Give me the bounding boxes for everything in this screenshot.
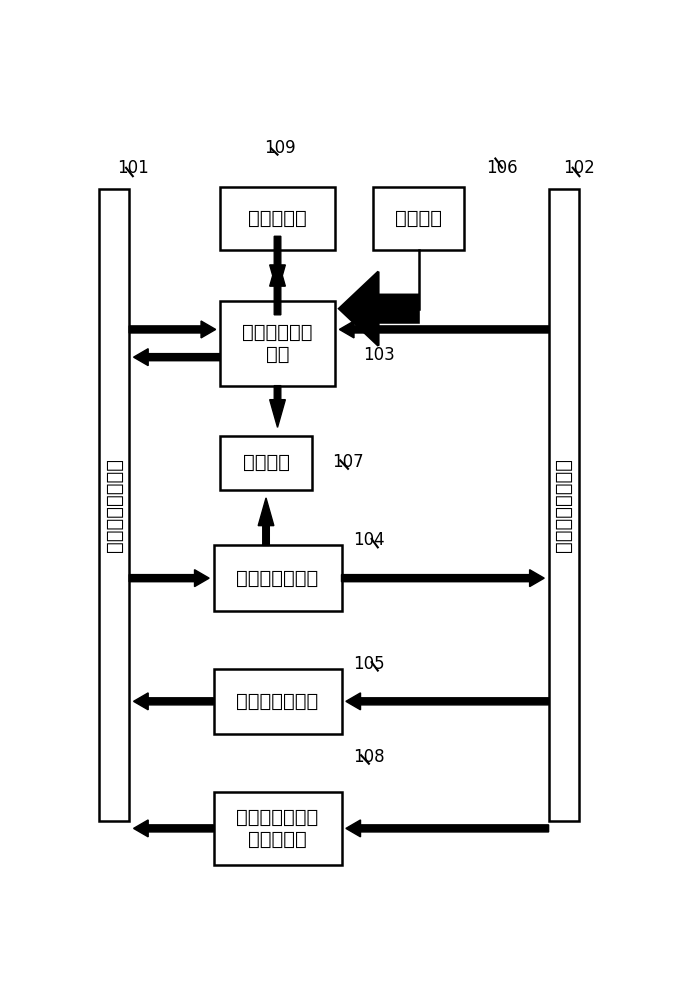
FancyArrow shape xyxy=(270,386,285,427)
Text: 106: 106 xyxy=(487,159,518,177)
Bar xyxy=(214,545,342,611)
FancyArrow shape xyxy=(346,820,549,837)
Text: 104: 104 xyxy=(353,531,385,549)
FancyArrow shape xyxy=(270,258,285,315)
FancyArrow shape xyxy=(129,570,209,587)
FancyArrow shape xyxy=(340,321,549,338)
Text: 107: 107 xyxy=(332,453,364,471)
Text: 103: 103 xyxy=(363,346,395,364)
FancyArrow shape xyxy=(342,570,544,587)
Bar xyxy=(373,187,464,250)
Text: 108: 108 xyxy=(353,748,385,766)
Bar xyxy=(220,301,335,386)
Text: 输入信号处理模块: 输入信号处理模块 xyxy=(104,458,123,552)
FancyArrow shape xyxy=(129,321,216,338)
Polygon shape xyxy=(339,272,419,346)
Text: 电池管理系统
模型: 电池管理系统 模型 xyxy=(242,323,313,364)
FancyArrow shape xyxy=(133,693,214,710)
FancyArrow shape xyxy=(258,498,274,545)
FancyArrow shape xyxy=(346,693,549,710)
Text: 其他传感器以及
执行器模块: 其他传感器以及 执行器模块 xyxy=(237,808,319,849)
Bar xyxy=(220,187,335,250)
Text: 102: 102 xyxy=(563,159,595,177)
FancyArrow shape xyxy=(270,236,285,293)
Bar xyxy=(549,189,579,821)
Text: 101: 101 xyxy=(117,159,149,177)
Bar xyxy=(214,669,342,734)
Bar xyxy=(99,189,129,821)
Bar xyxy=(220,436,312,490)
Text: 控制面板: 控制面板 xyxy=(395,209,442,228)
FancyArrow shape xyxy=(133,349,220,366)
Text: 电机控制器模型: 电机控制器模型 xyxy=(237,692,319,711)
Text: 比较模块: 比较模块 xyxy=(243,453,290,472)
Text: 输出信号处理模块: 输出信号处理模块 xyxy=(554,458,574,552)
FancyArrow shape xyxy=(133,820,214,837)
Bar xyxy=(214,792,342,865)
Text: 109: 109 xyxy=(264,139,296,157)
Text: 电池组模型: 电池组模型 xyxy=(248,209,307,228)
Text: 整车控制器模型: 整车控制器模型 xyxy=(237,569,319,588)
Text: 105: 105 xyxy=(353,655,385,673)
